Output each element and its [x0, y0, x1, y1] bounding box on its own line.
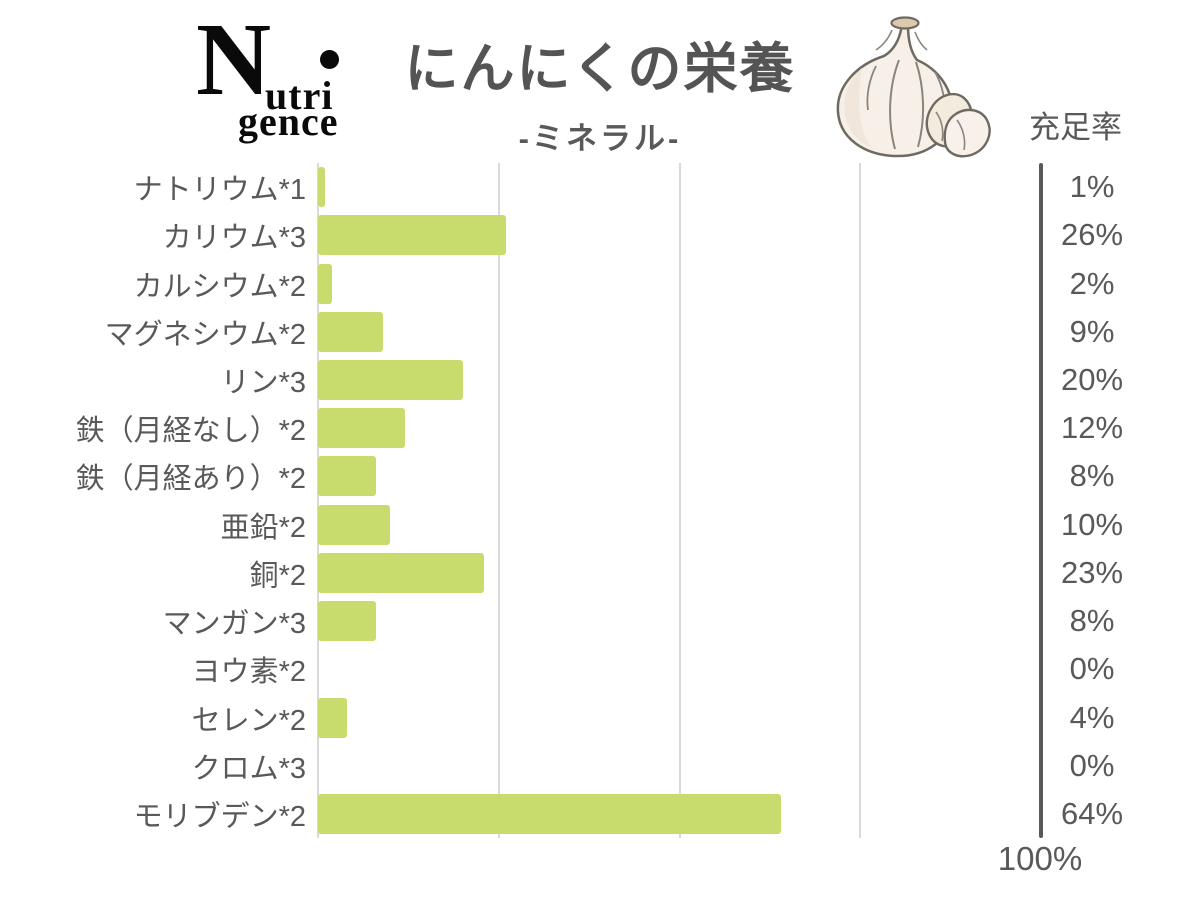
bar-track: [318, 549, 1041, 597]
garlic-illustration-icon: [836, 16, 991, 158]
category-label: クロム*3: [191, 752, 306, 785]
gridline: [859, 163, 862, 838]
chart-row: マンガン*3 8%: [0, 597, 1200, 645]
category-label: ナトリウム*1: [133, 174, 306, 207]
bar-track: [318, 356, 1041, 404]
category-label: 鉄（月経なし）*2: [75, 415, 306, 448]
logo-text-gence: gence: [238, 99, 339, 144]
bar: [318, 359, 463, 400]
logo-dot-icon: [320, 50, 339, 69]
category-label: 銅*2: [249, 559, 306, 592]
bar-track: [318, 693, 1041, 741]
bar: [318, 504, 391, 545]
value-label: 8%: [1069, 603, 1115, 639]
bar-track: [318, 452, 1041, 500]
category-label: モリブデン*2: [133, 800, 306, 833]
bar: [318, 167, 326, 208]
bar-chart: ナトリウム*1 1% カリウム*3 26% カルシウム*2 2% マグネシウム*…: [0, 163, 1200, 838]
value-label: 64%: [1060, 795, 1124, 831]
bar: [318, 311, 384, 352]
max-axis-tick-label: 100%: [997, 840, 1083, 877]
chart-row: マグネシウム*2 9%: [0, 308, 1200, 356]
bar: [318, 697, 347, 738]
category-label: リン*3: [220, 366, 306, 399]
gridlines: [317, 163, 1041, 838]
value-label: 26%: [1060, 217, 1124, 253]
chart-subtitle: -ミネラル-: [518, 121, 682, 156]
category-label: 鉄（月経あり）*2: [75, 463, 306, 496]
category-label: マグネシウム*2: [104, 318, 306, 351]
chart-row: ナトリウム*1 1%: [0, 163, 1200, 211]
bar: [318, 552, 485, 593]
chart-row: セレン*2 4%: [0, 693, 1200, 741]
chart-row: 鉄（月経なし）*2 12%: [0, 404, 1200, 452]
chart-row: リン*3 20%: [0, 356, 1200, 404]
bar-track: [318, 211, 1041, 259]
value-label: 4%: [1069, 699, 1115, 735]
chart-row: モリブデン*2 64%: [0, 790, 1200, 838]
value-label: 20%: [1060, 361, 1124, 397]
category-label: 亜鉛*2: [220, 511, 306, 544]
bar-track: [318, 259, 1041, 307]
logo-text-utri: utri: [265, 73, 334, 118]
bar: [318, 601, 376, 642]
bar-track: [318, 501, 1041, 549]
chart-row: カルシウム*2 2%: [0, 259, 1200, 307]
chart-rows: ナトリウム*1 1% カリウム*3 26% カルシウム*2 2% マグネシウム*…: [0, 163, 1200, 838]
bar: [318, 408, 405, 449]
bar: [318, 793, 781, 834]
value-axis-label: 充足率: [1029, 110, 1122, 145]
category-label: セレン*2: [191, 704, 306, 737]
bar-track: [318, 790, 1041, 838]
category-label: マンガン*3: [162, 608, 306, 641]
gridline: [497, 163, 500, 838]
max-axis-line: [1039, 163, 1043, 838]
chart-row: カリウム*3 26%: [0, 211, 1200, 259]
chart-row: 鉄（月経あり）*2 8%: [0, 452, 1200, 500]
value-label: 23%: [1060, 554, 1124, 590]
value-label: 0%: [1069, 651, 1115, 687]
logo-letter-n: N: [196, 2, 272, 117]
chart-title: にんにくの栄養: [404, 39, 796, 99]
chart-row: クロム*3 0%: [0, 742, 1200, 790]
value-label: 1%: [1069, 169, 1115, 205]
chart-row: ヨウ素*2 0%: [0, 645, 1200, 693]
chart-row: 亜鉛*2 10%: [0, 501, 1200, 549]
gridline: [317, 163, 319, 838]
bar-track: [318, 597, 1041, 645]
value-label: 9%: [1069, 313, 1115, 349]
value-label: 0%: [1069, 747, 1115, 783]
category-label: カリウム*3: [162, 222, 306, 255]
bar: [318, 263, 333, 304]
bar: [318, 215, 506, 256]
value-label: 2%: [1069, 265, 1115, 301]
gridline: [678, 163, 681, 838]
bar-track: [318, 742, 1041, 790]
bar-track: [318, 404, 1041, 452]
bar-track: [318, 645, 1041, 693]
category-label: ヨウ素*2: [191, 656, 306, 689]
category-label: カルシウム*2: [133, 270, 306, 303]
value-label: 8%: [1069, 458, 1115, 494]
chart-row: 銅*2 23%: [0, 549, 1200, 597]
value-label: 12%: [1060, 410, 1124, 446]
bar-track: [318, 308, 1041, 356]
brand-logo: N utri gence: [196, 8, 376, 144]
bar: [318, 456, 376, 497]
value-label: 10%: [1060, 506, 1124, 542]
title-block: にんにくの栄養 -ミネラル-: [360, 24, 840, 158]
bar-track: [318, 163, 1041, 211]
